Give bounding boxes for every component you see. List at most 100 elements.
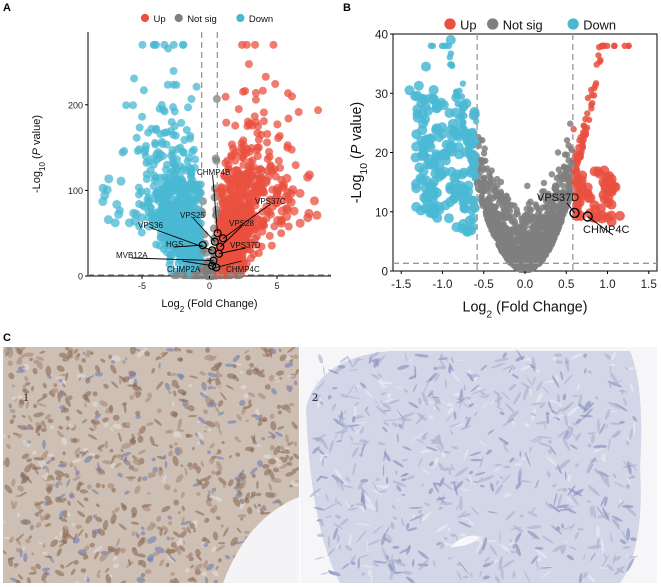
volcano-b-point (520, 233, 528, 241)
volcano-b-point (412, 90, 423, 101)
volcano-b-point (543, 247, 551, 254)
volcano-a-point (191, 271, 200, 280)
volcano-b-point (512, 261, 520, 268)
volcano-b-point (530, 261, 537, 268)
volcano-b-point (576, 150, 583, 157)
volcano-b-point (533, 260, 541, 267)
volcano-a-y-axis-title: -Log10 (P value) (31, 115, 47, 193)
volcano-b-point (417, 93, 428, 104)
volcano-b-point (560, 172, 567, 179)
volcano-b-point (572, 172, 583, 183)
volcano-b-point (532, 259, 540, 267)
volcano-b-point (583, 192, 594, 203)
volcano-b-point (487, 223, 495, 230)
volcano-b-point (540, 236, 547, 243)
volcano-b-point (542, 246, 549, 253)
volcano-b-point (534, 215, 542, 222)
volcano-b-point (598, 177, 609, 188)
volcano-b-point (546, 242, 553, 250)
ihc-1-cell (77, 510, 86, 518)
volcano-b-point (625, 42, 632, 50)
volcano-b-point (533, 261, 541, 268)
volcano-b-point (528, 258, 535, 265)
volcano-b-point (537, 250, 544, 258)
ihc-1-cell (285, 447, 290, 450)
volcano-b-point (507, 253, 514, 261)
volcano-b-point (519, 258, 527, 266)
volcano-a-point (190, 201, 199, 210)
volcano-b-point (496, 243, 504, 250)
volcano-b-point (523, 254, 530, 261)
ihc-1-cell (165, 562, 170, 568)
volcano-b-point (549, 203, 556, 210)
volcano-b-point (521, 251, 528, 258)
volcano-b-point (559, 211, 566, 219)
volcano-b-point (539, 252, 546, 259)
volcano-b-point (582, 128, 589, 136)
volcano-b-point (543, 210, 550, 218)
volcano-b-point (470, 154, 477, 162)
volcano-b-point (453, 88, 460, 95)
ihc-1-cell (235, 452, 241, 457)
volcano-b-point (509, 257, 517, 265)
volcano-b-point (517, 257, 525, 264)
volcano-b-point (525, 248, 532, 256)
volcano-b-point (459, 203, 470, 214)
volcano-a-point (169, 66, 178, 75)
volcano-a-point (161, 234, 170, 243)
volcano-b-point (404, 85, 415, 96)
volcano-b-point (535, 239, 542, 246)
ihc-1-cell (177, 431, 182, 439)
volcano-a-point (179, 40, 188, 49)
ihc-1-cell (239, 400, 246, 407)
volcano-b-point (550, 227, 558, 234)
volcano-b-point (524, 248, 531, 255)
volcano-b-point (506, 250, 513, 258)
volcano-b-point (571, 180, 582, 191)
ihc-1-cell (87, 434, 98, 440)
volcano-b-point (475, 133, 482, 141)
ihc-1-cell (62, 528, 69, 539)
ihc-1-cell (54, 470, 65, 477)
ihc-1-cell (180, 464, 184, 468)
volcano-b-point (465, 146, 472, 153)
volcano-b-point (474, 180, 481, 187)
volcano-b-point (468, 163, 476, 171)
volcano-b-point (597, 57, 604, 64)
volcano-b-point (495, 229, 503, 236)
volcano-b-point (546, 214, 553, 221)
volcano-b-point (505, 213, 512, 220)
volcano-b-point (547, 224, 554, 231)
volcano-b-point (541, 244, 548, 252)
plot-a-gene-label: VPS25 (180, 211, 205, 220)
volcano-b-point (540, 179, 548, 187)
volcano-b-point (452, 129, 463, 140)
volcano-b-point (509, 253, 517, 261)
volcano-b-point (621, 42, 628, 50)
volcano-b-point (447, 146, 458, 157)
volcano-b-point (538, 256, 545, 263)
volcano-a-point (235, 235, 244, 244)
volcano-b-point (540, 246, 547, 254)
volcano-b-point (545, 235, 552, 242)
volcano-a-point (169, 160, 178, 169)
volcano-a-point (218, 199, 227, 208)
volcano-b-point (539, 188, 546, 195)
volcano-b-point (416, 150, 427, 161)
volcano-b-point (479, 187, 486, 195)
volcano-b-point (522, 266, 529, 274)
volcano-b-point (513, 226, 520, 233)
volcano-b-point (499, 248, 507, 256)
volcano-b-point (478, 197, 485, 204)
volcano-b-point (469, 150, 480, 161)
volcano-b-point (582, 189, 593, 200)
volcano-b-point (519, 263, 527, 270)
volcano-b-point (534, 216, 542, 223)
volcano-b-point (542, 251, 550, 258)
volcano-b-point (571, 167, 578, 175)
volcano-b-point (415, 205, 426, 216)
volcano-b-point (490, 218, 497, 225)
volcano-b-point (540, 236, 547, 243)
volcano-b-point (476, 156, 483, 164)
volcano-b-point (464, 147, 472, 154)
